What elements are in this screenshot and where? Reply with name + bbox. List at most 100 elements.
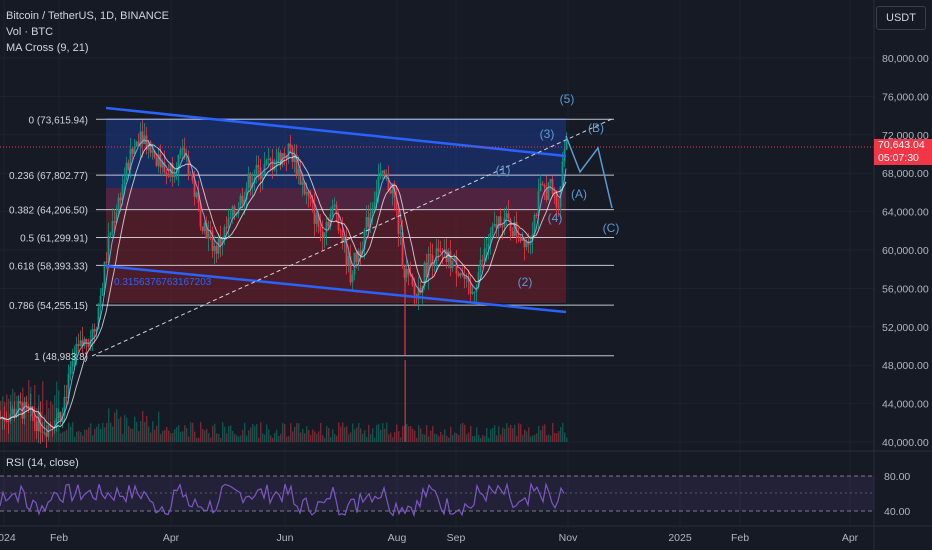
candle-body bbox=[313, 203, 316, 224]
volume-bar bbox=[516, 435, 518, 442]
wave-projection-path[interactable] bbox=[565, 135, 613, 209]
candle-body bbox=[399, 232, 402, 234]
candle-body bbox=[233, 206, 236, 216]
volume-bar bbox=[164, 430, 166, 442]
symbol-legend[interactable]: Bitcoin / TetherUS, 1D, BINANCE bbox=[6, 10, 170, 22]
candle-body bbox=[111, 221, 114, 233]
volume-bar bbox=[488, 437, 490, 442]
time-axis[interactable]: 2024 Feb Apr Jun Aug Sep Nov 2025 Feb Apr bbox=[0, 532, 859, 544]
wave-label: (2) bbox=[518, 275, 533, 289]
volume-bar bbox=[260, 422, 262, 442]
candle-body bbox=[35, 421, 38, 432]
candle-body bbox=[157, 154, 160, 166]
candle-body bbox=[347, 256, 350, 266]
candle-body bbox=[275, 160, 278, 167]
candle-body bbox=[469, 281, 472, 294]
volume-bar bbox=[220, 437, 222, 442]
rsi-axis[interactable]: 80.00 40.00 bbox=[884, 471, 910, 518]
candle-body bbox=[509, 219, 512, 232]
wave-label: (5) bbox=[560, 92, 575, 106]
rsi-legend[interactable]: RSI (14, close) bbox=[6, 457, 79, 469]
volume-bar bbox=[482, 434, 484, 442]
ma-cross-legend[interactable]: MA Cross (9, 21) bbox=[6, 42, 89, 54]
candle-body bbox=[299, 169, 302, 185]
candle-body bbox=[151, 150, 154, 153]
volume-bar bbox=[152, 421, 154, 442]
volume-bar bbox=[348, 434, 350, 442]
candle-body bbox=[231, 206, 234, 218]
volume-bar bbox=[544, 424, 546, 442]
candle-body bbox=[293, 154, 296, 162]
candle-body bbox=[481, 259, 484, 261]
candle-body bbox=[311, 198, 314, 204]
currency-selector[interactable]: USDT bbox=[876, 6, 926, 30]
volume-bar bbox=[84, 429, 86, 442]
volume-bar bbox=[176, 426, 178, 442]
volume-bar bbox=[442, 434, 444, 442]
time-axis-label: Jun bbox=[277, 532, 294, 544]
volume-bar bbox=[380, 429, 382, 442]
volume-bar bbox=[212, 425, 214, 442]
volume-bar bbox=[168, 430, 170, 442]
volume-bar bbox=[268, 429, 270, 442]
candle-body bbox=[437, 248, 440, 252]
candle-body bbox=[387, 177, 390, 191]
candle-body bbox=[117, 197, 120, 213]
volume-bar bbox=[510, 424, 512, 442]
volume-bars bbox=[0, 360, 568, 442]
candle-body bbox=[171, 162, 174, 178]
candle-body bbox=[365, 217, 368, 230]
candle-body bbox=[199, 202, 202, 227]
volume-bar bbox=[204, 430, 206, 442]
channel-bottom-line[interactable] bbox=[105, 264, 567, 314]
volume-bar bbox=[344, 427, 346, 442]
volume-bar bbox=[484, 436, 486, 442]
volume-bar bbox=[540, 430, 542, 442]
candle-body bbox=[349, 256, 352, 283]
candle-body bbox=[135, 141, 138, 147]
volume-bar bbox=[452, 435, 454, 442]
price-axis[interactable]: 80,000.00 76,000.00 72,000.00 68,000.00 64,0… bbox=[882, 53, 929, 449]
volume-bar bbox=[414, 430, 416, 442]
volume-bar bbox=[72, 422, 74, 442]
volume-bar bbox=[410, 426, 412, 442]
candle-body bbox=[425, 262, 428, 277]
volume-bar bbox=[256, 424, 258, 442]
candle-body bbox=[333, 204, 336, 206]
candle-body bbox=[461, 273, 464, 275]
volume-bar bbox=[360, 428, 362, 442]
candle-body bbox=[173, 174, 176, 178]
candle-body bbox=[369, 212, 372, 228]
candle-body bbox=[561, 161, 564, 187]
candle-body bbox=[7, 420, 10, 422]
volume-bar bbox=[462, 423, 464, 442]
candle-body bbox=[197, 192, 200, 203]
volume-bar bbox=[94, 428, 96, 442]
dashed-trendline[interactable] bbox=[91, 117, 615, 357]
volume-bar bbox=[238, 436, 240, 442]
channel-top-line[interactable] bbox=[105, 106, 567, 158]
volume-bar bbox=[564, 432, 566, 442]
volume-bar bbox=[120, 416, 122, 442]
candle-body bbox=[239, 195, 242, 209]
volume-legend[interactable]: Vol · BTC bbox=[6, 26, 54, 38]
candle-body bbox=[543, 184, 546, 188]
volume-bar bbox=[430, 430, 432, 442]
price-axis-label: 80,000.00 bbox=[882, 53, 929, 65]
candle-body bbox=[383, 170, 386, 179]
volume-bar bbox=[184, 425, 186, 442]
candle-body bbox=[181, 148, 184, 150]
volume-bar bbox=[124, 415, 126, 442]
candle-body bbox=[291, 147, 294, 162]
candle-body bbox=[385, 177, 388, 179]
candle-body bbox=[103, 261, 106, 288]
candle-body bbox=[477, 272, 480, 288]
volume-bar bbox=[490, 429, 492, 442]
volume-bar bbox=[480, 437, 482, 442]
volume-bar bbox=[100, 429, 102, 442]
rsi-axis-label: 80.00 bbox=[884, 471, 910, 483]
volume-bar bbox=[412, 428, 414, 442]
volume-bar bbox=[236, 435, 238, 442]
fib-level-label: 0.236 (67,802.77) bbox=[9, 171, 88, 182]
